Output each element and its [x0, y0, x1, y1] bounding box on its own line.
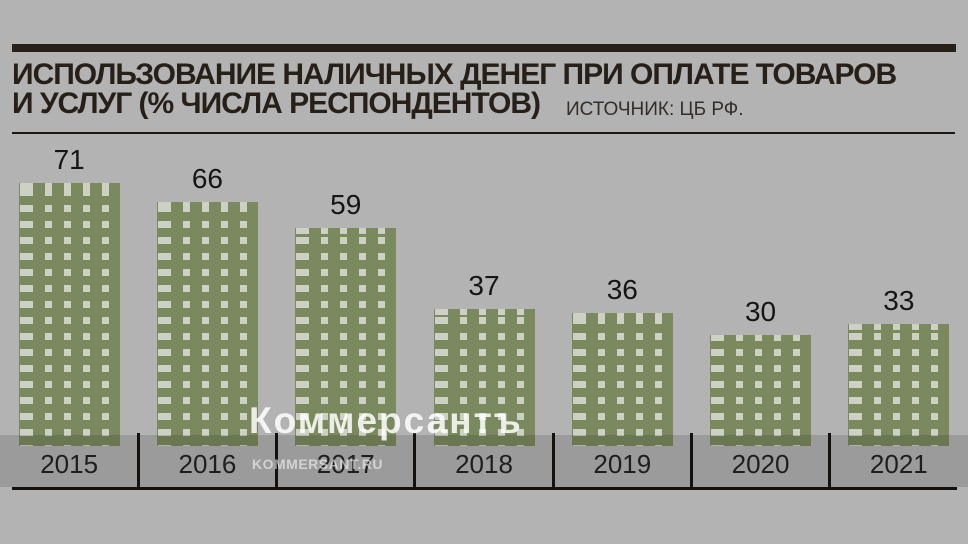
bar-2017: [295, 228, 397, 446]
x-axis-label-2021: 2021: [869, 449, 928, 479]
source-label: ИСТОЧНИК: ЦБ РФ.: [566, 99, 744, 120]
bar-2018: [433, 309, 535, 446]
header-top-rule: [12, 44, 956, 52]
bar-value-2020: 30: [744, 296, 777, 327]
bar-value-2018: 37: [468, 270, 500, 301]
bar-value-2016: 66: [191, 163, 223, 194]
x-axis-divider-5: [689, 433, 693, 487]
bar-2020: [710, 335, 812, 446]
x-axis-label-band: [0, 435, 968, 487]
chart-title-line1: ИСПОЛЬЗОВАНИЕ НАЛИЧНЫХ ДЕНЕГ ПРИ ОПЛАТЕ …: [12, 58, 897, 91]
x-axis-divider-1: [136, 433, 140, 487]
x-axis-baseline: [12, 487, 957, 490]
kommersant-watermark-logo: Коммерсантъ: [249, 400, 523, 441]
x-axis-divider-6: [828, 433, 832, 487]
x-axis-divider-2: [275, 433, 279, 487]
bar-2021: [848, 324, 950, 446]
x-axis-label-2019: 2019: [593, 449, 652, 479]
bar-2015: [18, 183, 120, 446]
x-axis-divider-3: [413, 433, 417, 487]
x-axis-label-2020: 2020: [731, 449, 790, 479]
bar-value-2021: 33: [883, 285, 915, 316]
chart-title: ИСПОЛЬЗОВАНИЕ НАЛИЧНЫХ ДЕНЕГ ПРИ ОПЛАТЕ …: [12, 58, 956, 120]
bar-value-2019: 36: [606, 274, 638, 305]
x-axis-divider-4: [551, 433, 555, 487]
x-axis-label-2017: 2017: [316, 449, 375, 479]
bar-2016: [156, 202, 258, 446]
header-bottom-rule: [12, 132, 955, 134]
x-axis-label-2015: 2015: [40, 449, 99, 479]
bar-2019: [571, 313, 673, 446]
bar-value-2017: 59: [330, 189, 362, 220]
x-axis-label-2018: 2018: [455, 449, 513, 479]
bar-value-2015: 71: [53, 144, 85, 175]
kommersant-watermark-site: KOMMERSANT.RU: [252, 456, 383, 472]
x-axis-label-2016: 2016: [178, 449, 237, 479]
chart-title-line2: И УСЛУГ (% ЧИСЛА РЕСПОНДЕНТОВ): [12, 87, 541, 120]
